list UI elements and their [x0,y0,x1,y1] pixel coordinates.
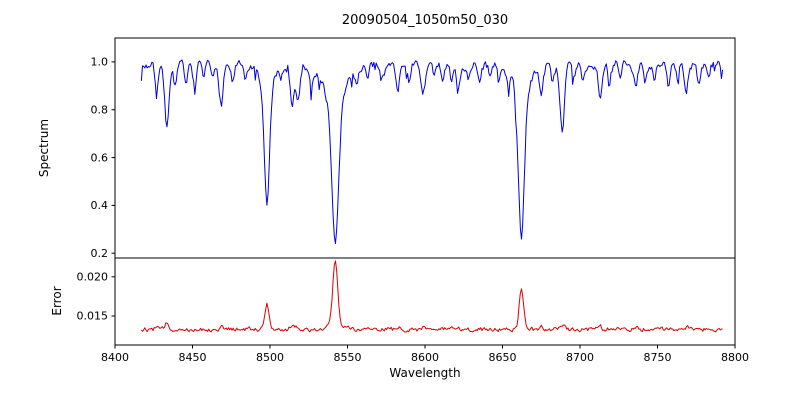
y-axis-label-error: Error [50,286,64,316]
x-tick-label: 8550 [334,351,362,364]
x-tick-label: 8500 [256,351,284,364]
chart-title: 20090504_1050m50_030 [341,13,509,28]
spectrum-y-tick-label: 0.4 [91,199,109,212]
error-y-tick-label: 0.015 [77,310,109,323]
error-y-tick-label: 0.020 [77,271,109,284]
x-axis-label: Wavelength [389,366,461,380]
x-tick-label: 8400 [101,351,129,364]
spectrum-panel-frame [114,37,736,259]
spectrum-y-tick-label: 1.0 [91,56,109,69]
y-axis-label-spectrum: Spectrum [37,118,51,178]
x-tick-label: 8750 [644,351,672,364]
x-tick-label: 8450 [179,351,207,364]
spectrum-line [140,59,724,245]
spectrum-y-tick-label: 0.2 [91,247,109,260]
x-tick-label: 8650 [489,351,517,364]
x-tick-label: 8600 [411,351,439,364]
x-tick-label: 8800 [721,351,749,364]
x-tick-label: 8700 [566,351,594,364]
spectrum-y-tick-label: 0.6 [91,151,109,164]
error-line [140,260,723,333]
spectrum-y-tick-label: 0.8 [91,103,109,116]
